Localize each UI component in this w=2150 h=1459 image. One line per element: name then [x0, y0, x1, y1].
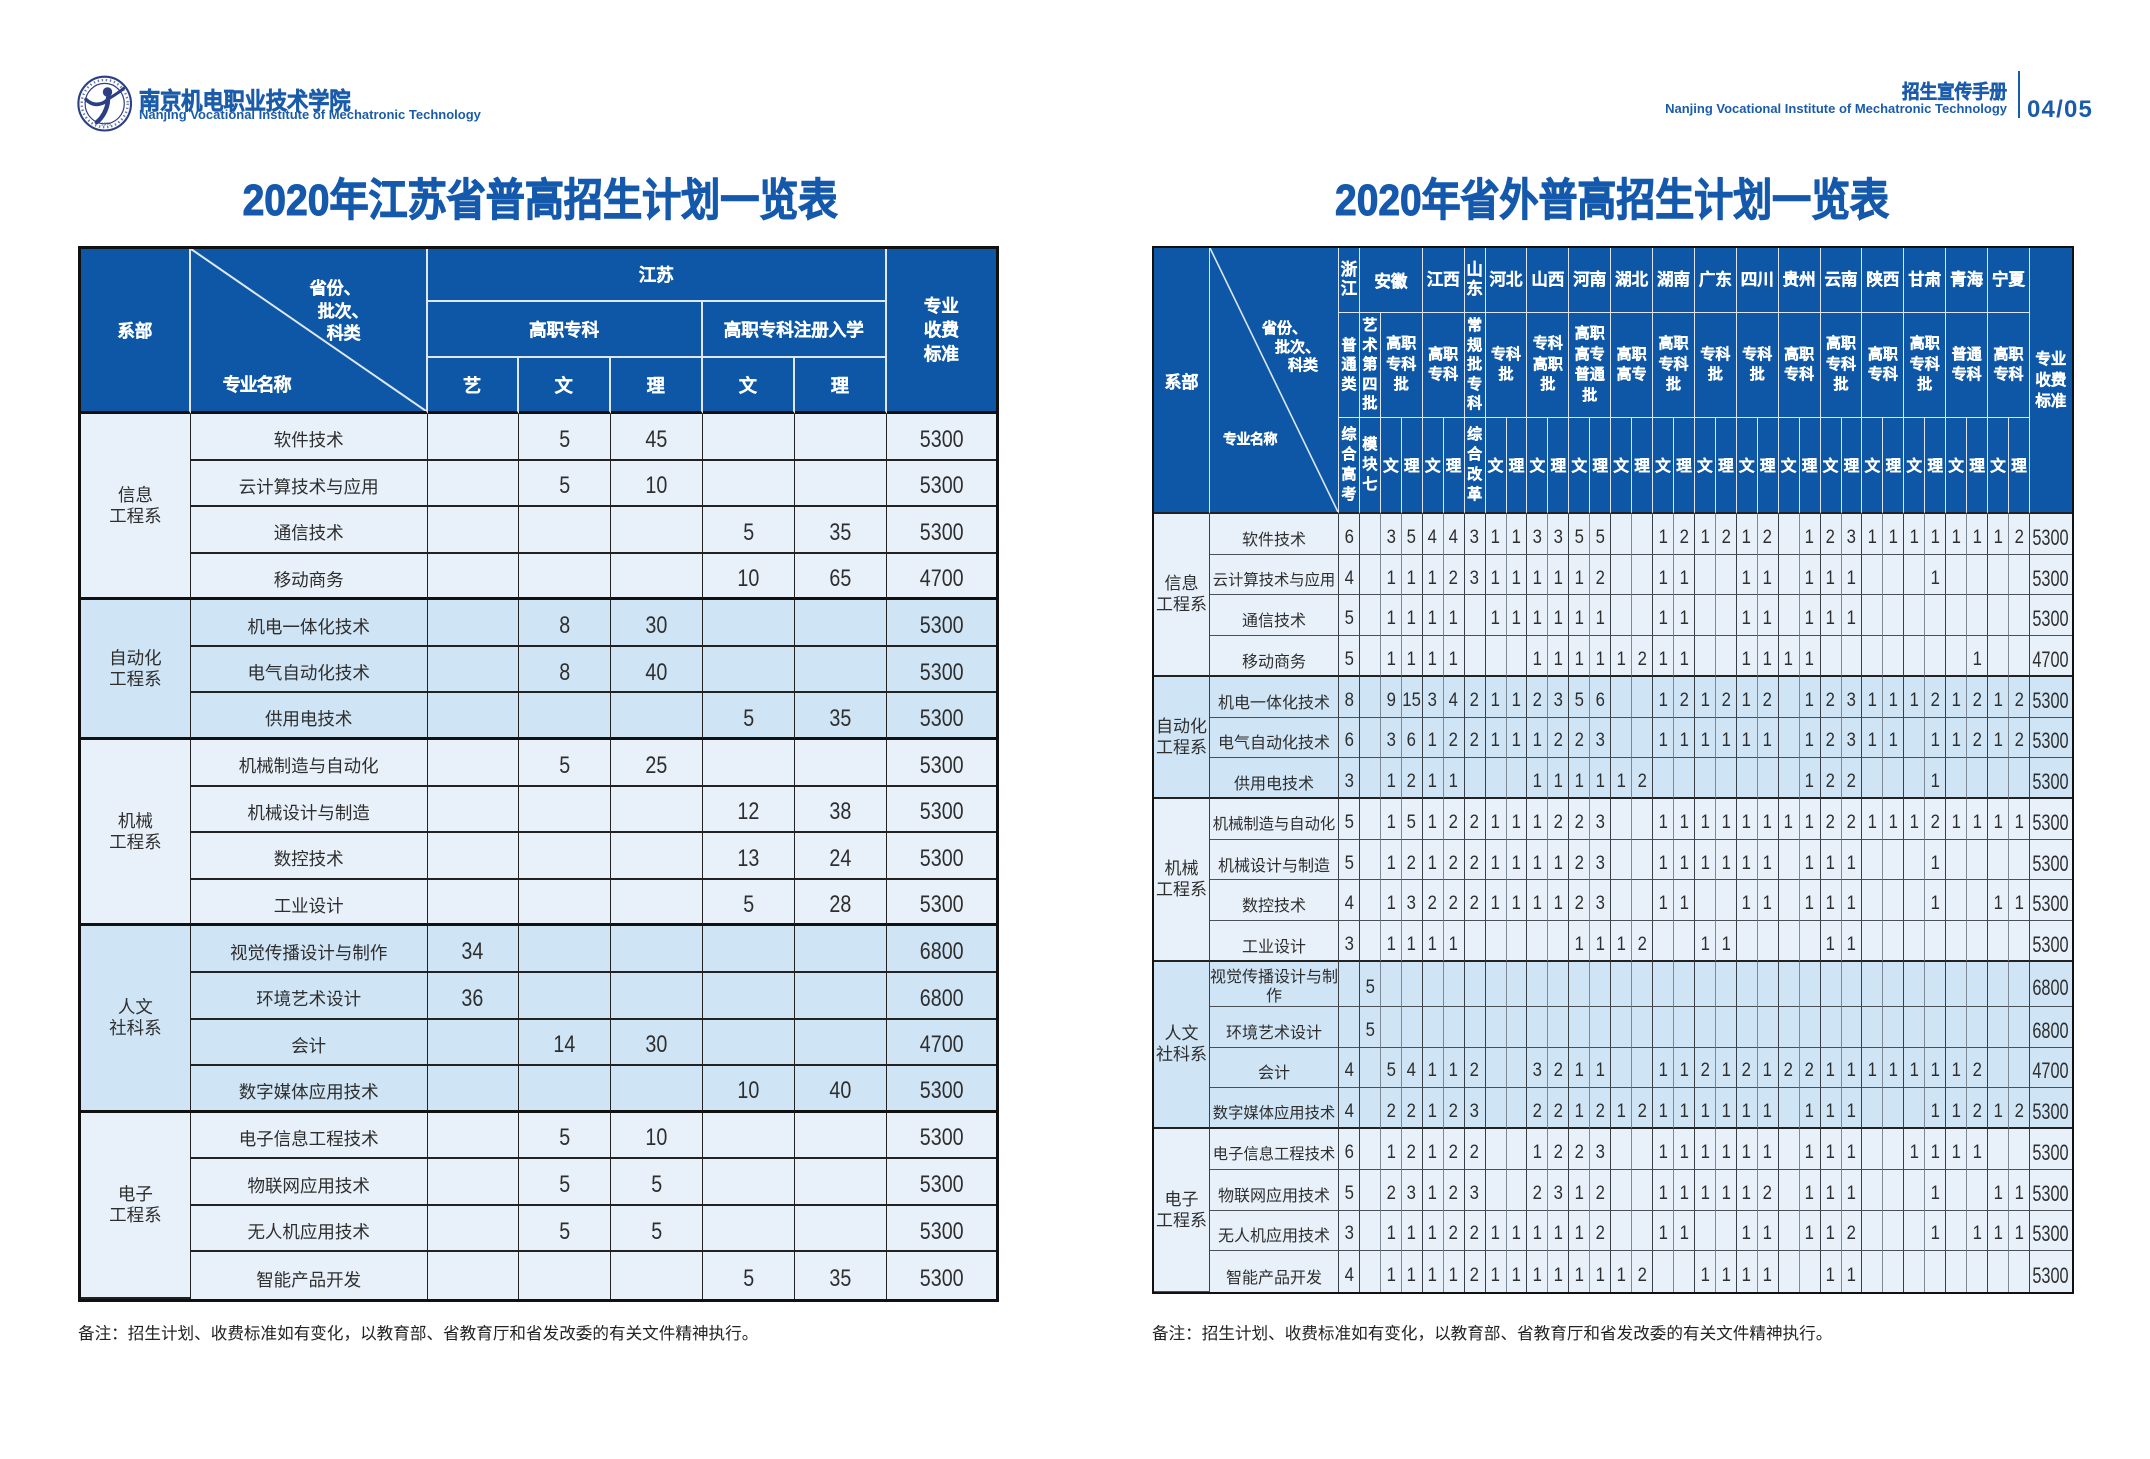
- svg-text:1978: 1978: [101, 122, 112, 127]
